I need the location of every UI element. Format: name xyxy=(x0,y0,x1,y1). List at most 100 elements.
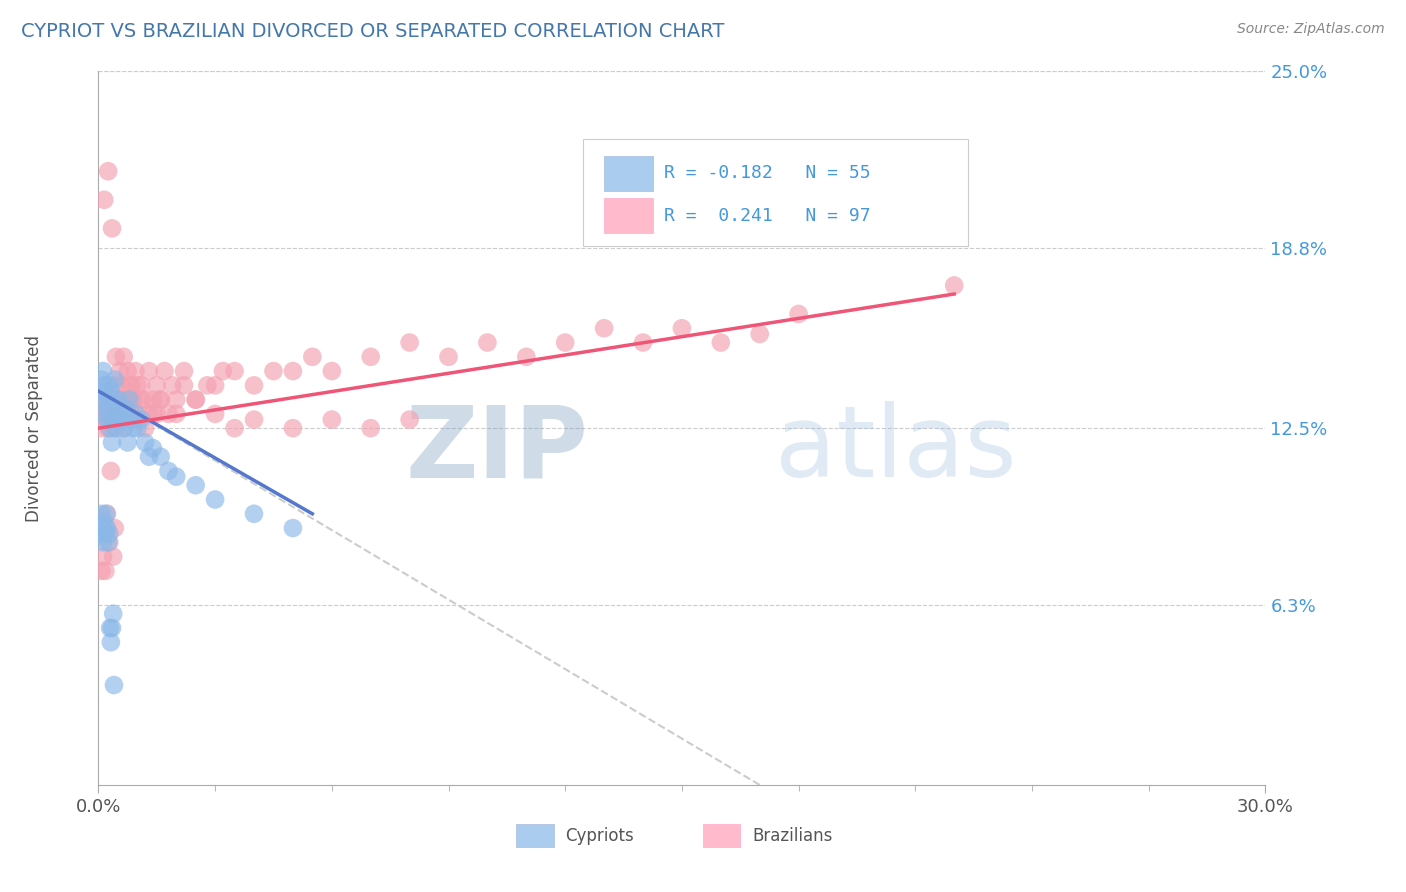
Point xyxy=(149,450,172,464)
Point xyxy=(127,421,149,435)
Point xyxy=(91,392,114,407)
Point xyxy=(162,378,184,392)
Point xyxy=(112,421,135,435)
Point xyxy=(97,401,120,416)
FancyBboxPatch shape xyxy=(703,824,741,847)
Point xyxy=(117,435,139,450)
Point xyxy=(398,335,420,350)
Point xyxy=(134,435,156,450)
Point xyxy=(101,621,124,635)
Point xyxy=(157,464,180,478)
FancyBboxPatch shape xyxy=(582,139,967,246)
Point xyxy=(212,364,235,378)
Point xyxy=(122,421,145,435)
Point xyxy=(103,412,125,426)
Point xyxy=(98,421,121,435)
Point xyxy=(204,407,226,421)
Point xyxy=(105,407,128,421)
Point xyxy=(554,335,576,350)
Point xyxy=(98,378,121,392)
Point xyxy=(281,364,304,378)
Text: atlas: atlas xyxy=(775,401,1017,498)
Point xyxy=(124,364,146,378)
Point xyxy=(121,412,143,426)
Point xyxy=(111,378,134,392)
Point xyxy=(103,392,125,407)
Point xyxy=(138,450,160,464)
Point xyxy=(91,535,114,549)
Point xyxy=(89,526,111,541)
Point xyxy=(173,378,195,392)
Point xyxy=(100,635,122,649)
Point xyxy=(93,407,115,421)
Point xyxy=(138,407,160,421)
Point xyxy=(104,421,127,435)
Y-axis label: Divorced or Separated: Divorced or Separated xyxy=(25,334,42,522)
Point xyxy=(118,412,141,426)
Point xyxy=(111,407,134,421)
Point xyxy=(96,401,118,416)
Point xyxy=(108,364,131,378)
Point xyxy=(90,564,112,578)
Point xyxy=(103,392,125,407)
Point xyxy=(118,392,141,407)
Point xyxy=(91,384,114,398)
Point xyxy=(129,412,152,426)
Point xyxy=(114,392,136,407)
Point xyxy=(96,412,118,426)
Point xyxy=(134,392,156,407)
Point xyxy=(101,221,124,235)
Text: ZIP: ZIP xyxy=(406,401,589,498)
FancyBboxPatch shape xyxy=(516,824,554,847)
Point xyxy=(103,678,125,692)
Point xyxy=(142,407,165,421)
Point xyxy=(100,384,122,398)
Point xyxy=(118,378,141,392)
FancyBboxPatch shape xyxy=(603,198,652,234)
Point xyxy=(360,350,382,364)
Point xyxy=(91,549,114,564)
Point xyxy=(224,421,246,435)
Point xyxy=(90,373,112,387)
Point xyxy=(93,516,115,530)
Point xyxy=(593,321,616,335)
Point xyxy=(301,350,323,364)
Point xyxy=(98,535,121,549)
Point xyxy=(104,373,127,387)
Point xyxy=(173,364,195,378)
Point xyxy=(184,392,207,407)
Point xyxy=(94,564,117,578)
Point xyxy=(93,193,115,207)
Point xyxy=(93,412,115,426)
Point xyxy=(149,392,172,407)
Point xyxy=(398,412,420,426)
Point xyxy=(121,407,143,421)
Point xyxy=(281,521,304,535)
Point xyxy=(943,278,966,293)
Point xyxy=(100,464,122,478)
Point xyxy=(104,350,127,364)
Point xyxy=(122,392,145,407)
Point xyxy=(204,378,226,392)
Point xyxy=(195,378,218,392)
Point xyxy=(112,350,135,364)
Point xyxy=(157,407,180,421)
Point xyxy=(107,407,129,421)
Point xyxy=(142,441,165,455)
Point xyxy=(477,335,499,350)
Point xyxy=(96,507,118,521)
Text: R = -0.182   N = 55: R = -0.182 N = 55 xyxy=(665,164,872,182)
Point xyxy=(94,526,117,541)
Point xyxy=(321,364,343,378)
Point xyxy=(437,350,460,364)
Point xyxy=(114,407,136,421)
Point xyxy=(631,335,654,350)
Point xyxy=(108,412,131,426)
Text: R =  0.241   N = 97: R = 0.241 N = 97 xyxy=(665,207,872,225)
Point xyxy=(321,412,343,426)
Point xyxy=(104,521,127,535)
Point xyxy=(184,478,207,492)
Point xyxy=(204,492,226,507)
Point xyxy=(138,364,160,378)
Point xyxy=(134,421,156,435)
